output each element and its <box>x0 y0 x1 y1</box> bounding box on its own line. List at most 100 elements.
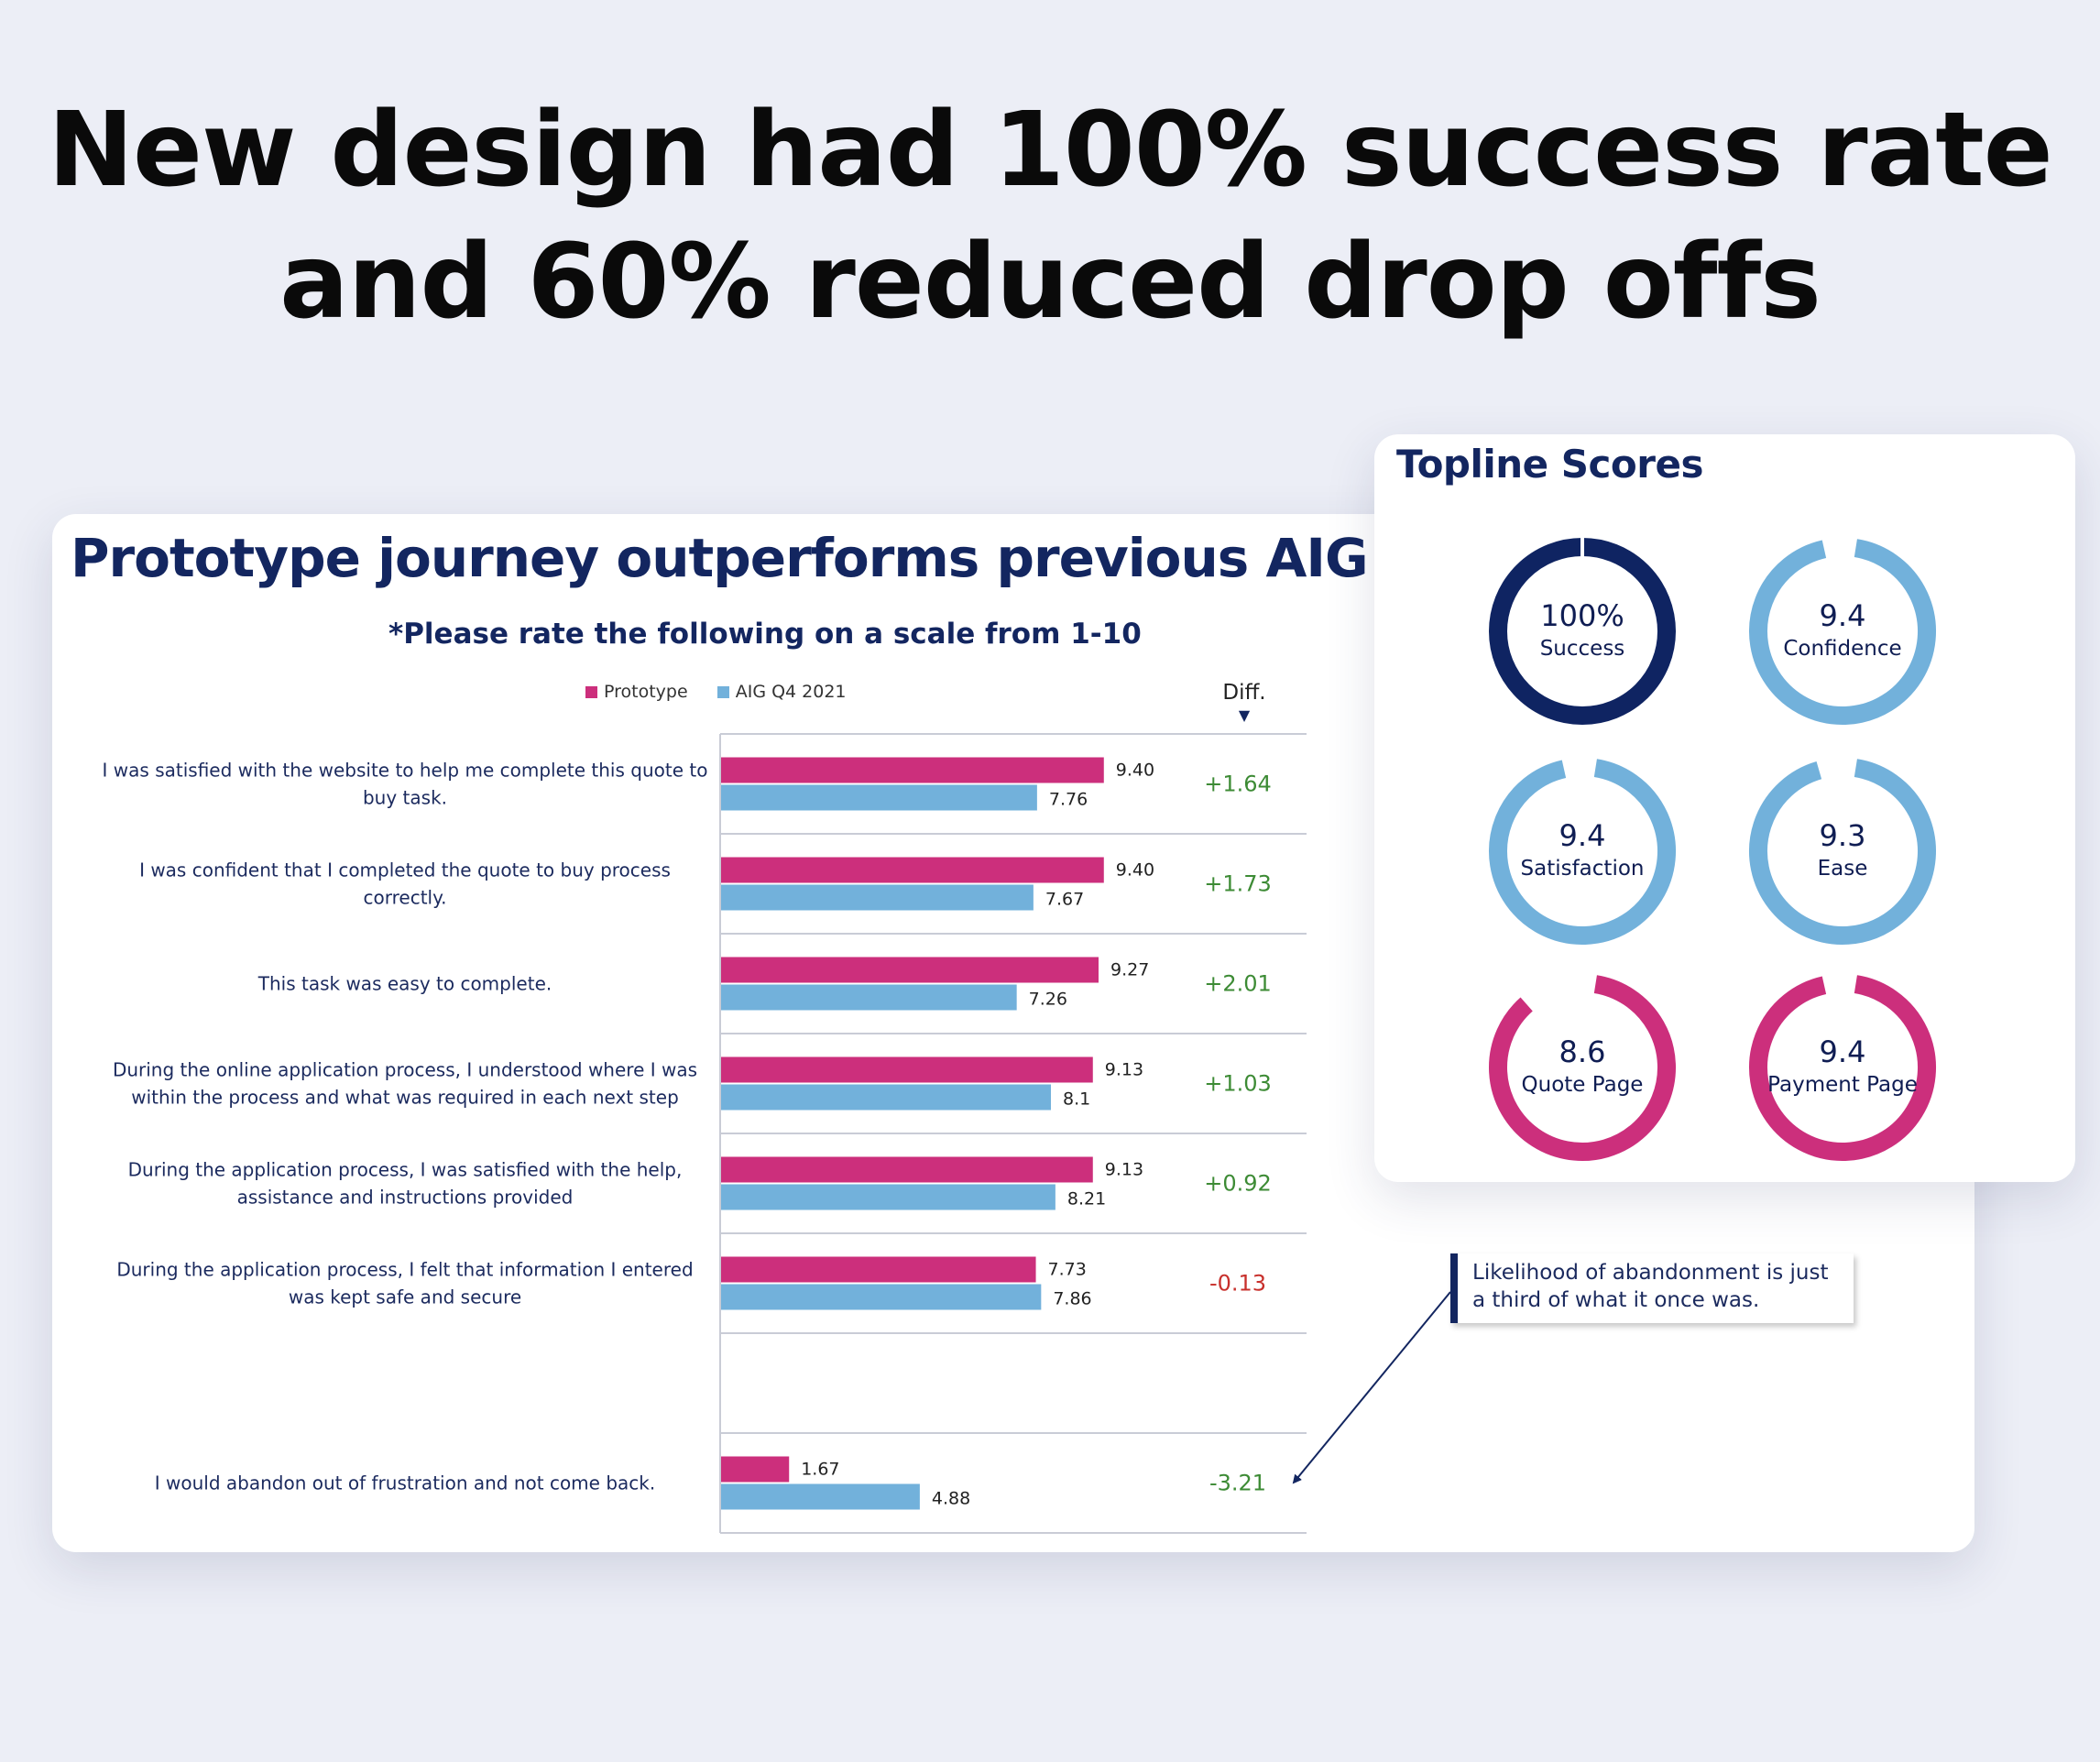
donut-value: 9.3 <box>1820 818 1866 853</box>
donut-label: Confidence <box>1783 637 1901 661</box>
category-label-line: I was confident that I completed the quo… <box>139 859 671 881</box>
data-label-prototype: 9.27 <box>1110 960 1149 980</box>
bar-prototype <box>721 1456 790 1483</box>
topline-scores-card: Topline Scores 100% Success 9.4 Confidence 9… <box>1374 434 2075 1182</box>
category-label-line: buy task. <box>363 787 447 809</box>
data-label-prototype: 9.13 <box>1105 1060 1143 1080</box>
bar-prototype <box>721 1256 1036 1283</box>
abandonment-callout: Likelihood of abandonment is just a thir… <box>1450 1253 1854 1323</box>
headline: New design had 100% success rate and 60%… <box>0 84 2100 348</box>
diff-value: +2.01 <box>1204 971 1272 997</box>
score-donut: 9.4 Confidence <box>1749 539 1936 725</box>
legend-label-prototype: Prototype <box>604 682 688 702</box>
donut-tick <box>1580 537 1584 557</box>
data-label-aig: 7.26 <box>1029 990 1067 1010</box>
bar-prototype <box>721 757 1104 783</box>
donut-value: 9.4 <box>1820 1034 1866 1069</box>
diff-header-label: Diff. <box>1222 681 1266 705</box>
diff-value: +1.64 <box>1204 772 1272 797</box>
score-donut: 100% Success <box>1489 537 1676 725</box>
survey-bar-chart: 9.40 7.76 I was satisfied with the website… <box>103 733 1307 1534</box>
category-label-line: During the application process, I was sa… <box>128 1159 683 1181</box>
data-label-aig: 7.67 <box>1045 890 1084 910</box>
donut-label: Quote Page <box>1522 1073 1644 1097</box>
diff-value: -0.13 <box>1209 1271 1266 1297</box>
data-label-aig: 7.86 <box>1053 1289 1091 1309</box>
bar-prototype <box>721 1156 1093 1183</box>
donut-value: 9.4 <box>1820 598 1866 633</box>
donut-label-line: Success <box>1540 637 1625 661</box>
data-label-aig: 8.21 <box>1067 1189 1106 1209</box>
category-label: This task was easy to complete. <box>257 973 552 995</box>
donut-arc <box>1489 759 1676 945</box>
category-label-line: assistance and instructions provided <box>237 1187 574 1209</box>
data-label-prototype: 7.73 <box>1048 1260 1087 1280</box>
legend-swatch-aig <box>716 685 729 698</box>
score-donut: 9.4 Payment Page <box>1749 975 1936 1161</box>
category-label: During the application process, I felt t… <box>116 1259 693 1308</box>
bar-prototype <box>721 957 1099 983</box>
donut-label-line: Satisfaction <box>1521 857 1645 881</box>
data-label-prototype: 9.40 <box>1116 860 1154 881</box>
topline-title: Topline Scores <box>1396 442 1704 487</box>
bar-aig <box>721 1184 1055 1210</box>
category-label-line: correctly. <box>364 887 447 909</box>
diff-value: +1.03 <box>1204 1071 1272 1097</box>
donut-label-line: Payment Page <box>1767 1073 1918 1097</box>
bar-aig <box>721 984 1017 1011</box>
score-donut: 9.4 Satisfaction <box>1489 759 1676 945</box>
donut-value: 9.4 <box>1559 818 1606 853</box>
data-label-prototype: 1.67 <box>801 1460 839 1480</box>
category-label-line: During the online application process, I… <box>113 1059 697 1081</box>
legend-item-aig: AIG Q4 2021 <box>716 682 847 702</box>
legend-item-prototype: Prototype <box>585 682 688 702</box>
triangle-down-icon: ▼ <box>1238 706 1251 724</box>
donut-label: Ease <box>1818 857 1868 881</box>
diff-value: +0.92 <box>1204 1171 1272 1197</box>
score-donut: 9.3 Ease <box>1749 759 1936 945</box>
data-label-prototype: 9.40 <box>1116 761 1154 781</box>
bar-aig <box>721 1284 1042 1310</box>
headline-line-1: New design had 100% success rate <box>48 91 2053 210</box>
donut-value: 8.6 <box>1559 1034 1606 1069</box>
category-label-line: This task was easy to complete. <box>257 973 552 995</box>
donut-arc <box>1489 975 1676 1161</box>
bar-prototype <box>721 857 1104 883</box>
donut-label: Success <box>1540 637 1625 661</box>
category-label: I would abandon out of frustration and n… <box>155 1472 655 1494</box>
bar-aig <box>721 1084 1051 1111</box>
donut-label-line: Quote Page <box>1522 1073 1644 1097</box>
category-label-line: was kept safe and secure <box>289 1286 521 1308</box>
donut-label: Satisfaction <box>1521 857 1645 881</box>
donut-arc <box>1749 759 1936 945</box>
headline-line-2: and 60% reduced drop offs <box>279 223 1821 342</box>
bar-aig <box>721 784 1037 811</box>
donut-value: 100% <box>1540 598 1624 633</box>
donut-label-line: Confidence <box>1783 637 1901 661</box>
data-label-aig: 4.88 <box>932 1489 970 1509</box>
donut-label: Payment Page <box>1767 1073 1918 1097</box>
score-donut: 8.6 Quote Page <box>1489 975 1676 1161</box>
category-label-line: I would abandon out of frustration and n… <box>155 1472 655 1494</box>
donut-arc <box>1749 975 1936 1161</box>
chart-title: Prototype journey outperforms previous A… <box>71 527 1580 589</box>
topline-donut-grid: 100%Success9.4Confidence9.4Satisfaction9… <box>1489 537 1936 1161</box>
category-label-line: I was satisfied with the website to help… <box>103 760 708 782</box>
data-label-aig: 8.1 <box>1063 1089 1090 1110</box>
category-label: During the application process, I was sa… <box>128 1159 683 1209</box>
chart-subtitle: *Please rate the following on a scale fr… <box>388 618 1142 651</box>
donut-label-line: Ease <box>1818 857 1868 881</box>
data-label-aig: 7.76 <box>1049 790 1088 810</box>
donut-arc <box>1749 539 1936 725</box>
category-label-line: within the process and what was required… <box>131 1087 679 1109</box>
category-label: I was satisfied with the website to help… <box>103 760 708 809</box>
diff-column-header: Diff. ▼ <box>1212 681 1276 723</box>
legend-swatch-prototype <box>585 685 597 698</box>
legend-label-aig: AIG Q4 2021 <box>735 682 847 702</box>
diff-value: -3.21 <box>1209 1471 1266 1496</box>
category-label: During the online application process, I… <box>113 1059 697 1109</box>
diff-value: +1.73 <box>1204 871 1272 897</box>
bar-aig <box>721 884 1034 911</box>
bar-aig <box>721 1483 920 1510</box>
data-label-prototype: 9.13 <box>1105 1160 1143 1180</box>
